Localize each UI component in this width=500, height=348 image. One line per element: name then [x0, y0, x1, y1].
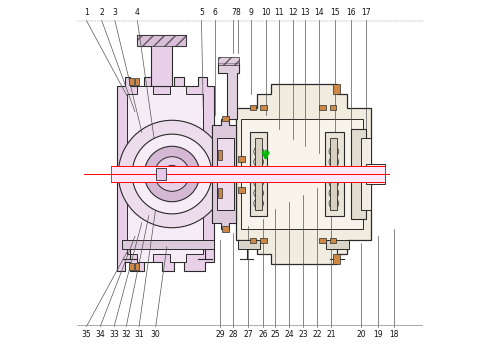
Polygon shape: [138, 35, 186, 86]
Text: 33: 33: [110, 330, 119, 339]
Polygon shape: [238, 240, 260, 248]
Text: 23: 23: [298, 330, 308, 339]
Polygon shape: [326, 240, 349, 248]
Text: 29: 29: [215, 330, 224, 339]
Text: 28: 28: [228, 330, 238, 339]
Bar: [330, 137, 338, 211]
Circle shape: [164, 165, 180, 183]
Bar: [330, 105, 336, 110]
Text: 30: 30: [151, 330, 160, 339]
Bar: [222, 226, 228, 232]
Text: 21: 21: [326, 330, 336, 339]
Text: 5: 5: [199, 8, 204, 17]
Bar: [112, 166, 385, 182]
Bar: [135, 263, 139, 270]
Circle shape: [329, 167, 338, 177]
Polygon shape: [236, 84, 372, 264]
Text: 19: 19: [372, 330, 382, 339]
Bar: [250, 105, 256, 110]
Text: 2: 2: [100, 8, 104, 17]
Text: 10: 10: [261, 8, 270, 17]
Text: 7: 7: [231, 8, 236, 17]
Text: 13: 13: [300, 8, 310, 17]
Text: 12: 12: [288, 8, 298, 17]
Bar: [238, 187, 245, 193]
Bar: [320, 238, 326, 243]
Bar: [361, 137, 372, 211]
Bar: [238, 156, 245, 162]
Bar: [366, 164, 385, 184]
Bar: [260, 105, 266, 110]
Text: 26: 26: [258, 330, 268, 339]
Circle shape: [118, 120, 226, 228]
Circle shape: [144, 146, 200, 202]
Circle shape: [254, 178, 264, 188]
Bar: [130, 263, 134, 270]
Text: 34: 34: [96, 330, 105, 339]
Circle shape: [254, 199, 264, 208]
Bar: [260, 238, 266, 243]
Bar: [324, 132, 344, 216]
Circle shape: [329, 188, 338, 198]
Bar: [222, 116, 228, 121]
Bar: [333, 84, 340, 94]
Bar: [218, 188, 222, 198]
Text: 24: 24: [284, 330, 294, 339]
Circle shape: [254, 167, 264, 177]
Bar: [130, 78, 134, 85]
Polygon shape: [127, 86, 203, 262]
Circle shape: [329, 178, 338, 188]
Bar: [218, 150, 222, 160]
Circle shape: [254, 157, 264, 167]
Text: 3: 3: [112, 8, 117, 17]
Text: 18: 18: [389, 330, 398, 339]
Text: 20: 20: [356, 330, 366, 339]
Circle shape: [254, 188, 264, 198]
Text: 32: 32: [122, 330, 131, 339]
Bar: [250, 132, 268, 216]
Bar: [250, 238, 256, 243]
Polygon shape: [122, 240, 214, 248]
Polygon shape: [212, 119, 236, 229]
Bar: [269, 168, 326, 180]
Text: 31: 31: [134, 330, 144, 339]
Text: 11: 11: [274, 8, 283, 17]
Text: 6: 6: [213, 8, 218, 17]
Bar: [135, 78, 139, 85]
Text: 22: 22: [312, 330, 322, 339]
Polygon shape: [218, 63, 238, 119]
Bar: [333, 254, 340, 264]
Text: 15: 15: [330, 8, 340, 17]
Bar: [255, 137, 262, 211]
Text: 4: 4: [135, 8, 140, 17]
Bar: [242, 119, 362, 229]
Text: 25: 25: [270, 330, 280, 339]
Bar: [350, 129, 366, 219]
Bar: [320, 105, 326, 110]
Text: 9: 9: [248, 8, 254, 17]
Text: 17: 17: [362, 8, 372, 17]
Bar: [156, 168, 166, 180]
Text: 8: 8: [236, 8, 240, 17]
Text: 14: 14: [314, 8, 324, 17]
Circle shape: [132, 134, 212, 214]
Bar: [138, 35, 186, 46]
Text: 27: 27: [243, 330, 252, 339]
Polygon shape: [116, 77, 214, 271]
Text: 1: 1: [84, 8, 89, 17]
Bar: [370, 166, 384, 182]
Circle shape: [154, 157, 190, 191]
Text: 16: 16: [346, 8, 356, 17]
Bar: [330, 238, 336, 243]
Circle shape: [329, 147, 338, 156]
Bar: [218, 57, 238, 65]
Circle shape: [329, 199, 338, 208]
Bar: [217, 137, 234, 211]
Text: 35: 35: [82, 330, 92, 339]
Circle shape: [254, 147, 264, 156]
Circle shape: [329, 157, 338, 167]
